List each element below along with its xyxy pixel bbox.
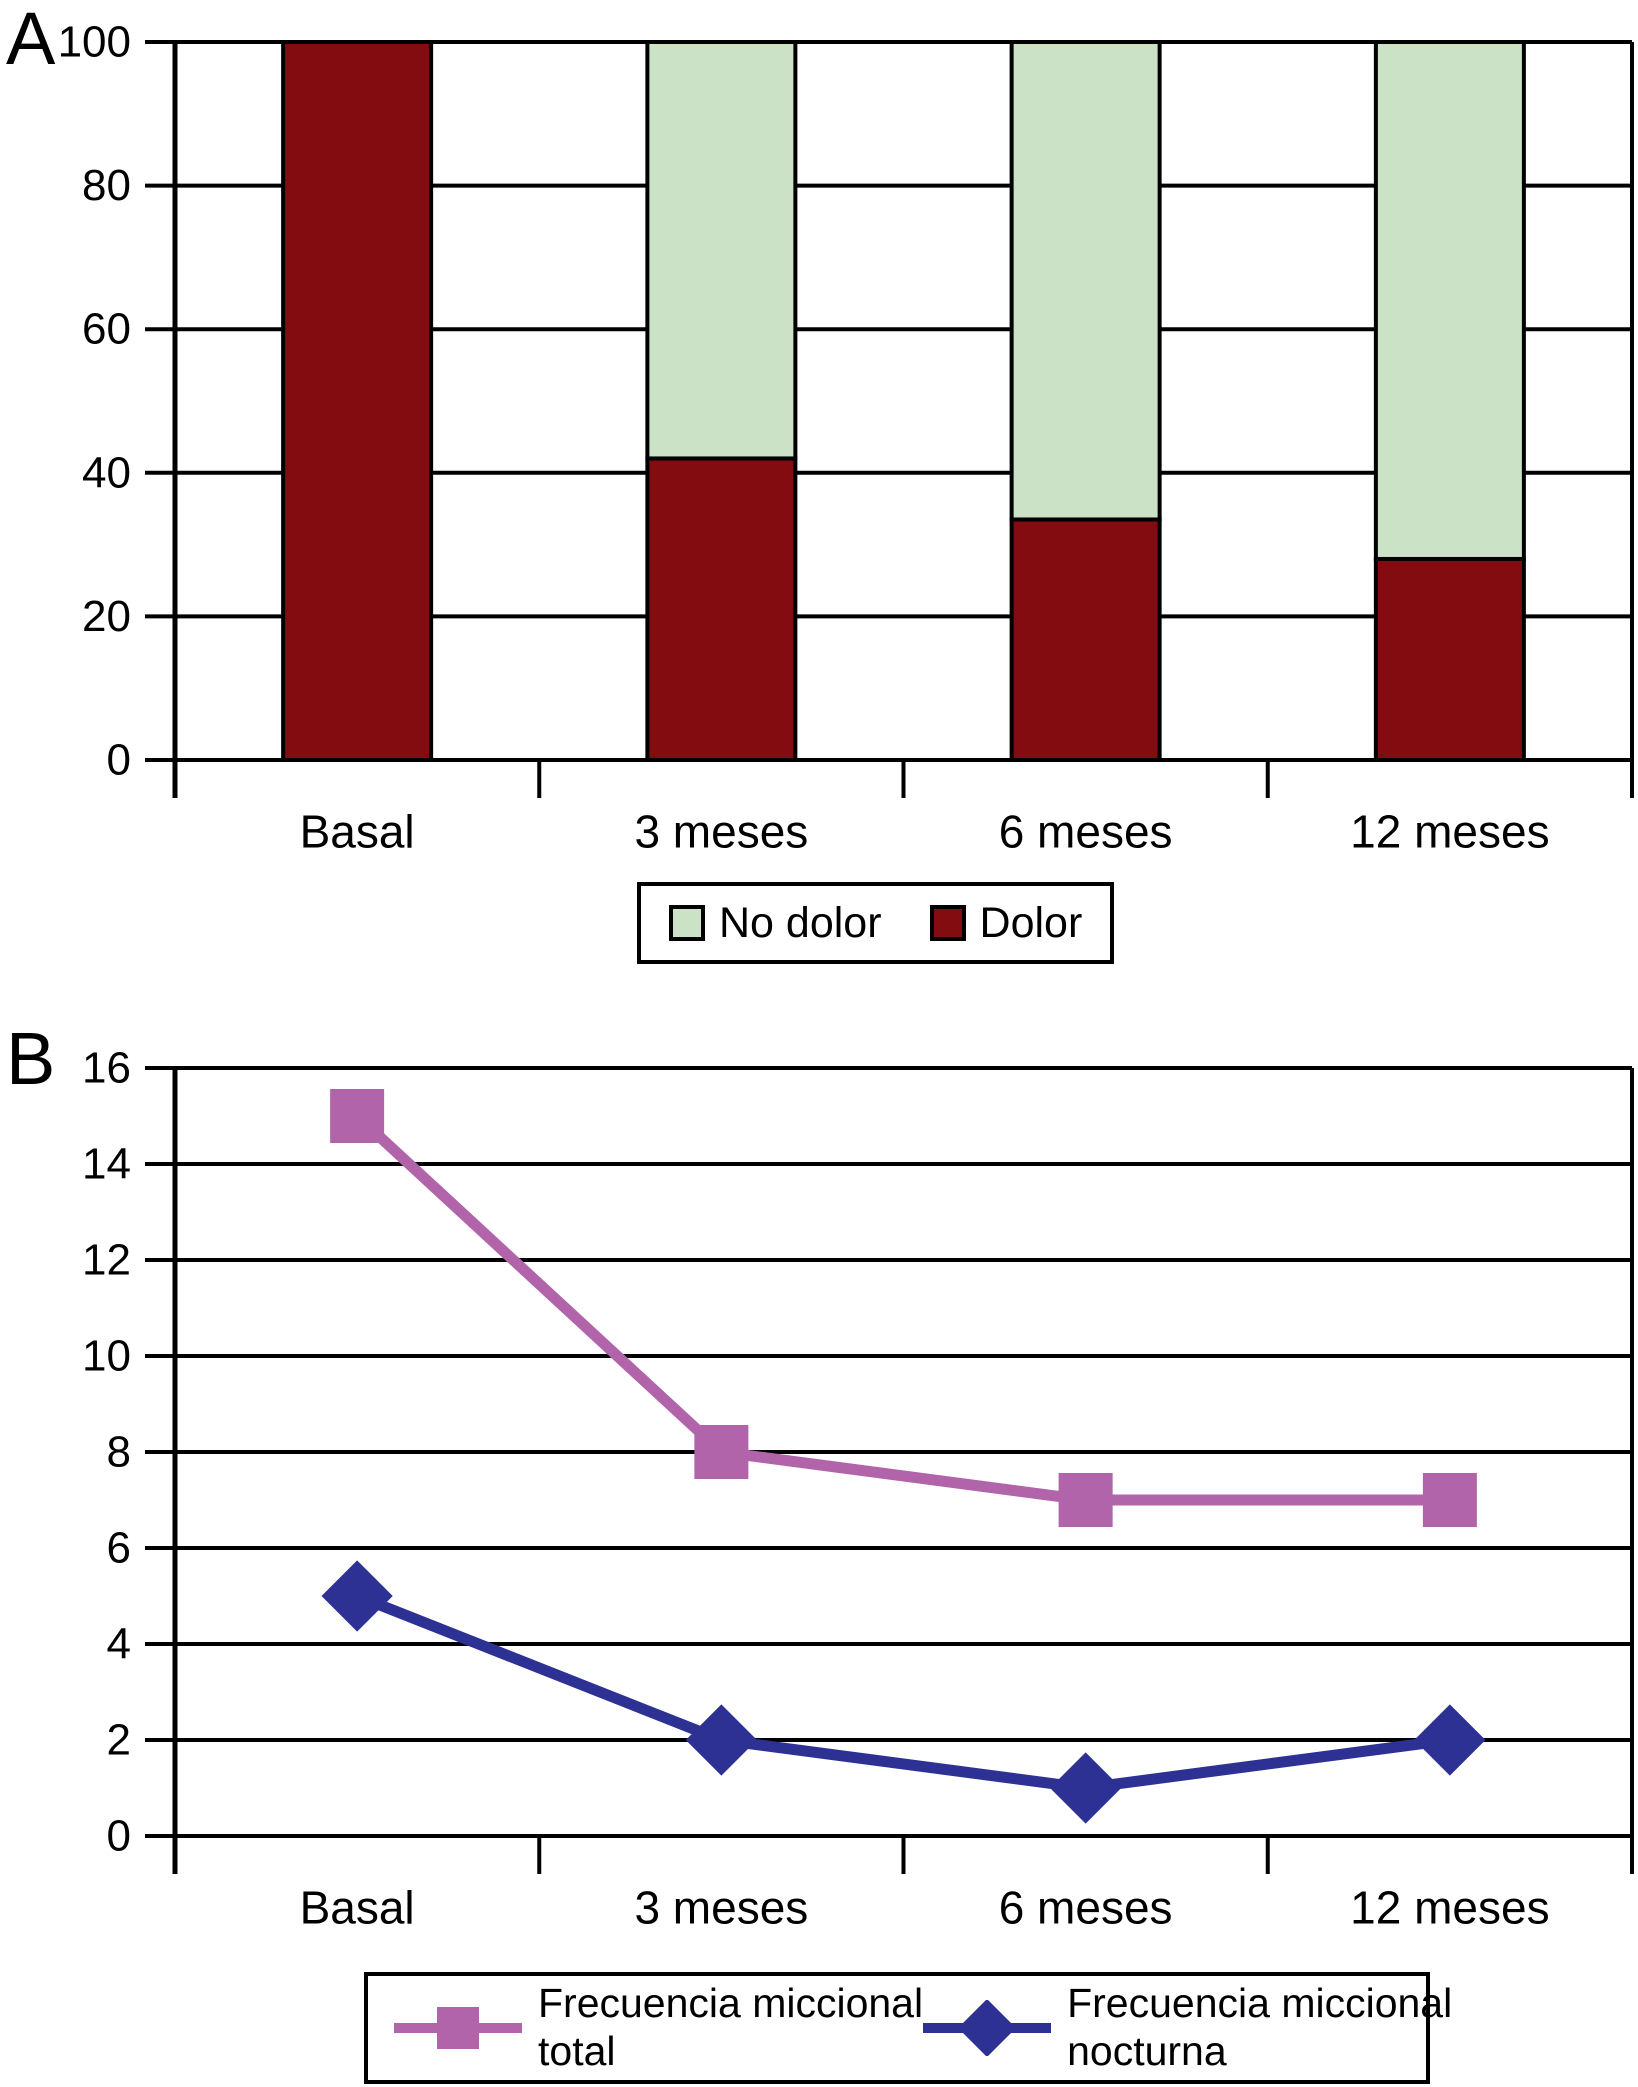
- svg-text:2: 2: [107, 1716, 131, 1765]
- svg-text:100: 100: [58, 18, 131, 67]
- svg-text:0: 0: [107, 736, 131, 785]
- svg-text:16: 16: [82, 1044, 131, 1093]
- legend-item-dolor: Dolor: [929, 898, 1083, 948]
- pain-stacked-bar-chart: 0 20 40 60 80 100 Basal 3 meses 6 meses 12 meses: [58, 18, 1634, 858]
- pain-legend: No dolor Dolor: [637, 882, 1115, 964]
- svg-text:0: 0: [107, 1812, 131, 1861]
- svg-text:8: 8: [107, 1428, 131, 1477]
- svg-text:14: 14: [82, 1140, 131, 1189]
- legend-label-dolor: Dolor: [979, 898, 1083, 947]
- no-dolor-swatch-icon: [669, 905, 705, 941]
- legend-label-nocturna: Frecuencia miccional nocturna: [1067, 1980, 1453, 2074]
- svg-text:40: 40: [82, 448, 131, 497]
- panel-label-a: A: [6, 0, 56, 80]
- legend-item-no-dolor: No dolor: [669, 899, 882, 948]
- svg-text:6 meses: 6 meses: [999, 1882, 1173, 1934]
- svg-text:3 meses: 3 meses: [634, 1882, 808, 1934]
- svg-text:3 meses: 3 meses: [634, 806, 808, 858]
- legend-label-no-dolor: No dolor: [719, 898, 882, 947]
- svg-text:80: 80: [82, 161, 131, 210]
- svg-text:6: 6: [107, 1524, 131, 1573]
- urinary-frequency-line-chart: 0 2 4 6 8 10 12 14 16 Basal 3 meses 6 meses 12 meses: [82, 1044, 1634, 1934]
- legend-item-nocturna: Frecuencia miccional nocturna: [923, 1980, 1452, 2075]
- dolor-swatch-icon: [929, 905, 966, 941]
- svg-text:10: 10: [82, 1332, 131, 1381]
- panel-label-b: B: [6, 1017, 56, 1100]
- legend-label-total: Frecuencia miccional total: [538, 1980, 924, 2074]
- svg-text:Basal: Basal: [300, 806, 415, 858]
- svg-text:6 meses: 6 meses: [999, 806, 1173, 858]
- svg-text:12: 12: [82, 1236, 131, 1285]
- svg-text:20: 20: [82, 592, 131, 641]
- square-marker-icon: [394, 2000, 522, 2056]
- svg-text:12 meses: 12 meses: [1350, 1882, 1549, 1934]
- legend-item-total: Frecuencia miccional total: [394, 1980, 923, 2075]
- svg-text:12 meses: 12 meses: [1350, 806, 1549, 858]
- svg-text:Basal: Basal: [300, 1882, 415, 1934]
- svg-text:60: 60: [82, 305, 131, 354]
- svg-text:4: 4: [107, 1620, 131, 1669]
- frequency-legend: Frecuencia miccional total Frecuencia mi…: [364, 1972, 1452, 2084]
- diamond-marker-icon: [923, 1998, 1052, 2058]
